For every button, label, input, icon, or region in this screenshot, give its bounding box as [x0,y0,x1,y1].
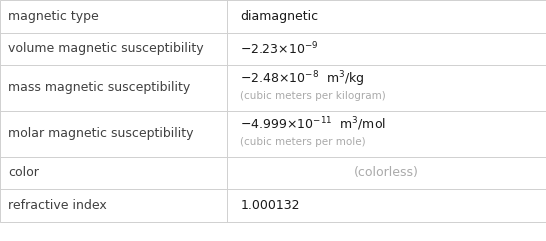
Text: (cubic meters per kilogram): (cubic meters per kilogram) [240,91,386,101]
Text: refractive index: refractive index [8,199,107,212]
Text: magnetic type: magnetic type [8,10,99,23]
Text: volume magnetic susceptibility: volume magnetic susceptibility [8,42,204,55]
Text: mass magnetic susceptibility: mass magnetic susceptibility [8,81,191,94]
Text: diamagnetic: diamagnetic [240,10,318,23]
Text: color: color [8,167,39,179]
Text: molar magnetic susceptibility: molar magnetic susceptibility [8,127,194,140]
Text: $\mathdefault{-4.999{\times}10^{-11}}$  $\mathdefault{m^3}$/mol: $\mathdefault{-4.999{\times}10^{-11}}$ $… [240,116,387,134]
Text: $\mathdefault{-2.48{\times}10^{-8}}$  $\mathdefault{m^3}$/kg: $\mathdefault{-2.48{\times}10^{-8}}$ $\m… [240,69,365,89]
Text: 1.000132: 1.000132 [240,199,300,212]
Text: (colorless): (colorless) [354,167,419,179]
Text: $\mathdefault{-2.23{\times}10^{-9}}$: $\mathdefault{-2.23{\times}10^{-9}}$ [240,40,319,57]
Text: (cubic meters per mole): (cubic meters per mole) [240,137,366,147]
